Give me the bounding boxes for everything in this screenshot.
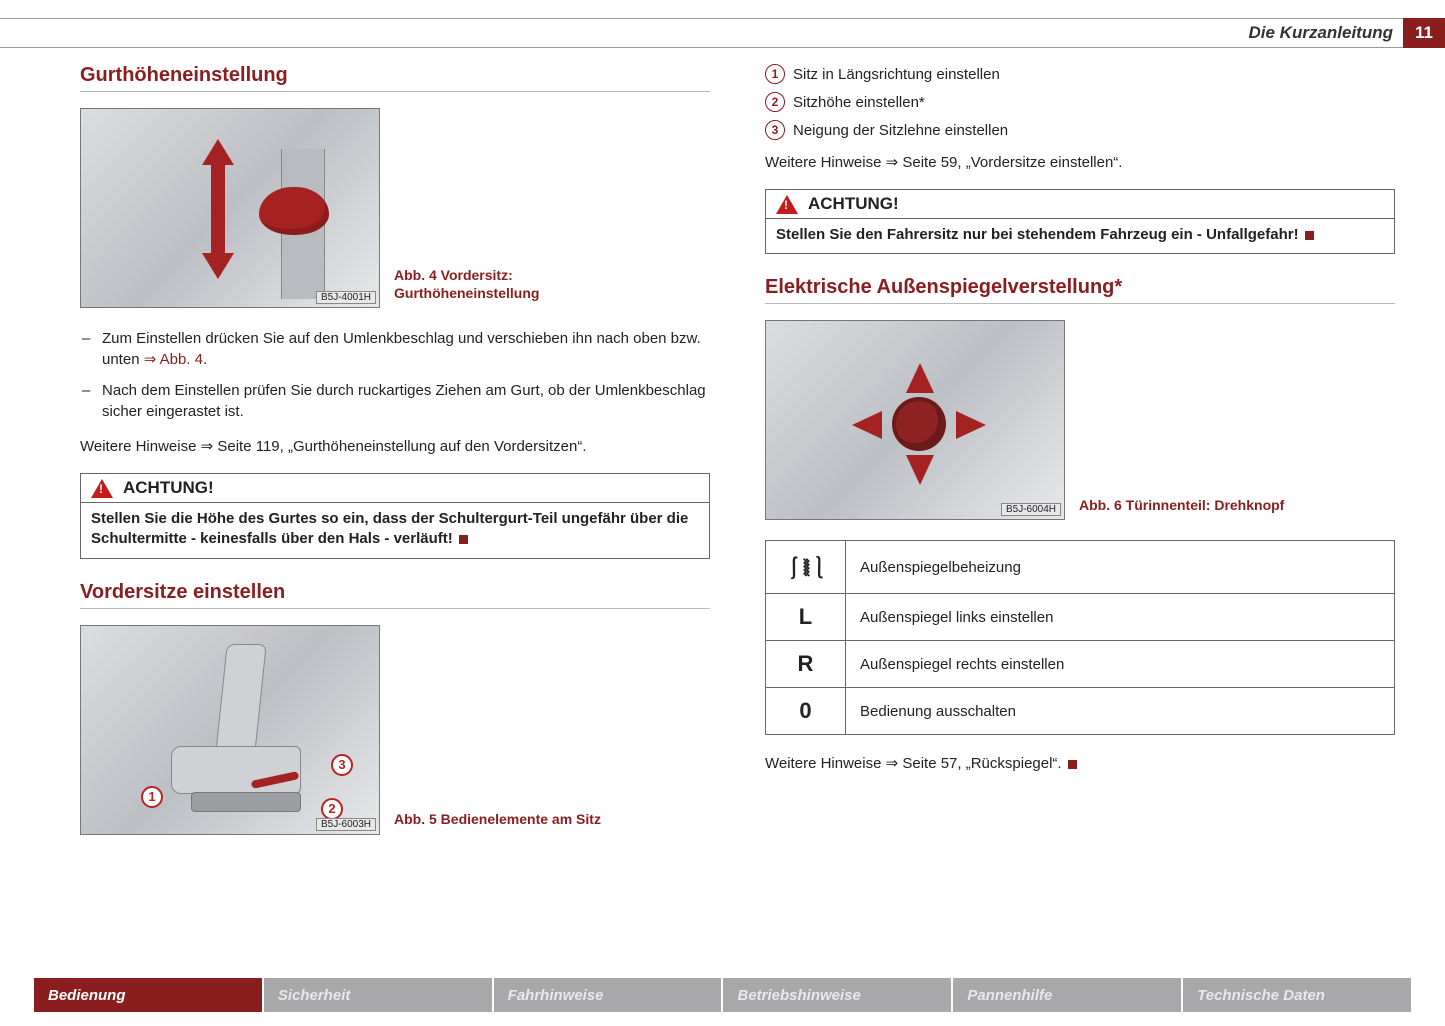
label-cell: Außenspiegelbeheizung <box>846 541 1395 594</box>
label-cell: Bedienung ausschalten <box>846 688 1395 735</box>
table-row: L Außenspiegel links einstellen <box>766 594 1395 641</box>
step-number-icon: 1 <box>765 64 785 84</box>
warning-body: Stellen Sie den Fahrersitz nur bei stehe… <box>766 219 1394 253</box>
instruction-item: Zum Einstellen drücken Sie auf den Umlen… <box>80 328 710 370</box>
page-header: Die Kurzanleitung 11 <box>0 18 1445 48</box>
instruction-item: Nach dem Einstellen prüfen Sie durch ruc… <box>80 380 710 422</box>
figure-6-caption: Abb. 6 Türinnenteil: Drehknopf <box>1079 496 1284 520</box>
step-item: 3Neigung der Sitzlehne einstellen <box>765 120 1395 140</box>
warning-header: ACHTUNG! <box>766 190 1394 219</box>
warning-title: ACHTUNG! <box>808 194 899 214</box>
figure-5-caption: Abb. 5 Bedienelemente am Sitz <box>394 810 601 834</box>
footer-tabs: Bedienung Sicherheit Fahrhinweise Betrie… <box>34 978 1411 1012</box>
more-info-line: Weitere Hinweise ⇒ Seite 119, „Gurthöhen… <box>80 436 710 457</box>
seat-base-shape <box>171 746 301 794</box>
tab-fahrhinweise[interactable]: Fahrhinweise <box>494 978 722 1012</box>
heading-aussenspiegel: Elektrische Außenspiegelverstellung* <box>765 276 1395 304</box>
figure-4-row: B5J-4001H Abb. 4 Vordersitz: Gurthöhenei… <box>80 108 710 308</box>
header-section-title: Die Kurzanleitung <box>1248 23 1403 43</box>
tab-bedienung[interactable]: Bedienung <box>34 978 262 1012</box>
table-row: 0 Bedienung ausschalten <box>766 688 1395 735</box>
belt-knob-shape <box>259 187 329 235</box>
tab-betriebshinweise[interactable]: Betriebshinweise <box>723 978 951 1012</box>
arrow-left-icon <box>852 411 882 439</box>
seat-foot-shape <box>191 792 301 812</box>
warning-box: ACHTUNG! Stellen Sie die Höhe des Gurtes… <box>80 473 710 559</box>
end-square-icon <box>1305 231 1314 240</box>
end-square-icon <box>459 535 468 544</box>
arrow-down-icon <box>906 455 934 485</box>
up-down-arrow-icon <box>201 139 235 279</box>
instruction-list: Zum Einstellen drücken Sie auf den Umlen… <box>80 328 710 422</box>
arrow-up-icon <box>906 363 934 393</box>
warning-header: ACHTUNG! <box>81 474 709 503</box>
figure-reference: ⇒ Abb. 4 <box>144 351 203 368</box>
table-row: ⎰⦚⦚⎱ Außenspiegelbeheizung <box>766 541 1395 594</box>
figure-6-code: B5J-6004H <box>1001 503 1061 516</box>
left-column: Gurthöheneinstellung B5J-4001H Abb. 4 Vo… <box>80 64 710 936</box>
end-square-icon <box>1068 760 1077 769</box>
tab-pannenhilfe[interactable]: Pannenhilfe <box>953 978 1181 1012</box>
mirror-knob-shape <box>896 401 942 447</box>
figure-4-caption: Abb. 4 Vordersitz: Gurthöheneinstellung <box>394 266 634 308</box>
instruction-text: Nach dem Einstellen prüfen Sie durch ruc… <box>102 382 706 420</box>
right-column: 1Sitz in Längsrichtung einstellen 2Sitzh… <box>765 64 1395 936</box>
figure-5-code: B5J-6003H <box>316 818 376 831</box>
callout-3: 3 <box>331 754 353 776</box>
step-item: 1Sitz in Längsrichtung einstellen <box>765 64 1395 84</box>
figure-4-image: B5J-4001H <box>80 108 380 308</box>
tab-sicherheit[interactable]: Sicherheit <box>264 978 492 1012</box>
page-content: Gurthöheneinstellung B5J-4001H Abb. 4 Vo… <box>80 64 1395 936</box>
page-number-badge: 11 <box>1403 18 1445 48</box>
symbol-cell: R <box>766 641 846 688</box>
heading-gurthoehe: Gurthöheneinstellung <box>80 64 710 92</box>
step-number-icon: 2 <box>765 92 785 112</box>
heating-icon: ⎰⦚⦚⎱ <box>783 556 828 581</box>
symbol-cell: L <box>766 594 846 641</box>
callout-2: 2 <box>321 798 343 820</box>
symbol-cell: 0 <box>766 688 846 735</box>
tab-technische-daten[interactable]: Technische Daten <box>1183 978 1411 1012</box>
figure-4-code: B5J-4001H <box>316 291 376 304</box>
more-info-line: Weitere Hinweise ⇒ Seite 59, „Vordersitz… <box>765 152 1395 173</box>
figure-5-image: 1 2 3 B5J-6003H <box>80 625 380 835</box>
callout-1: 1 <box>141 786 163 808</box>
label-cell: Außenspiegel rechts einstellen <box>846 641 1395 688</box>
step-number-icon: 3 <box>765 120 785 140</box>
warning-title: ACHTUNG! <box>123 478 214 498</box>
figure-6-row: B5J-6004H Abb. 6 Türinnenteil: Drehknopf <box>765 320 1395 520</box>
seat-back-shape <box>215 644 267 754</box>
symbol-cell: ⎰⦚⦚⎱ <box>766 541 846 594</box>
figure-6-image: B5J-6004H <box>765 320 1065 520</box>
more-info-line: Weitere Hinweise ⇒ Seite 57, „Rückspiege… <box>765 753 1395 774</box>
warning-triangle-icon <box>776 195 798 214</box>
arrow-right-icon <box>956 411 986 439</box>
table-row: R Außenspiegel rechts einstellen <box>766 641 1395 688</box>
step-item: 2Sitzhöhe einstellen* <box>765 92 1395 112</box>
warning-body: Stellen Sie die Höhe des Gurtes so ein, … <box>81 503 709 558</box>
warning-triangle-icon <box>91 479 113 498</box>
label-cell: Außenspiegel links einstellen <box>846 594 1395 641</box>
heading-vordersitze: Vordersitze einstellen <box>80 581 710 609</box>
warning-box: ACHTUNG! Stellen Sie den Fahrersitz nur … <box>765 189 1395 254</box>
figure-5-row: 1 2 3 B5J-6003H Abb. 5 Bedienelemente am… <box>80 625 710 835</box>
mirror-control-table: ⎰⦚⦚⎱ Außenspiegelbeheizung L Außenspiege… <box>765 540 1395 735</box>
numbered-steps: 1Sitz in Längsrichtung einstellen 2Sitzh… <box>765 64 1395 140</box>
